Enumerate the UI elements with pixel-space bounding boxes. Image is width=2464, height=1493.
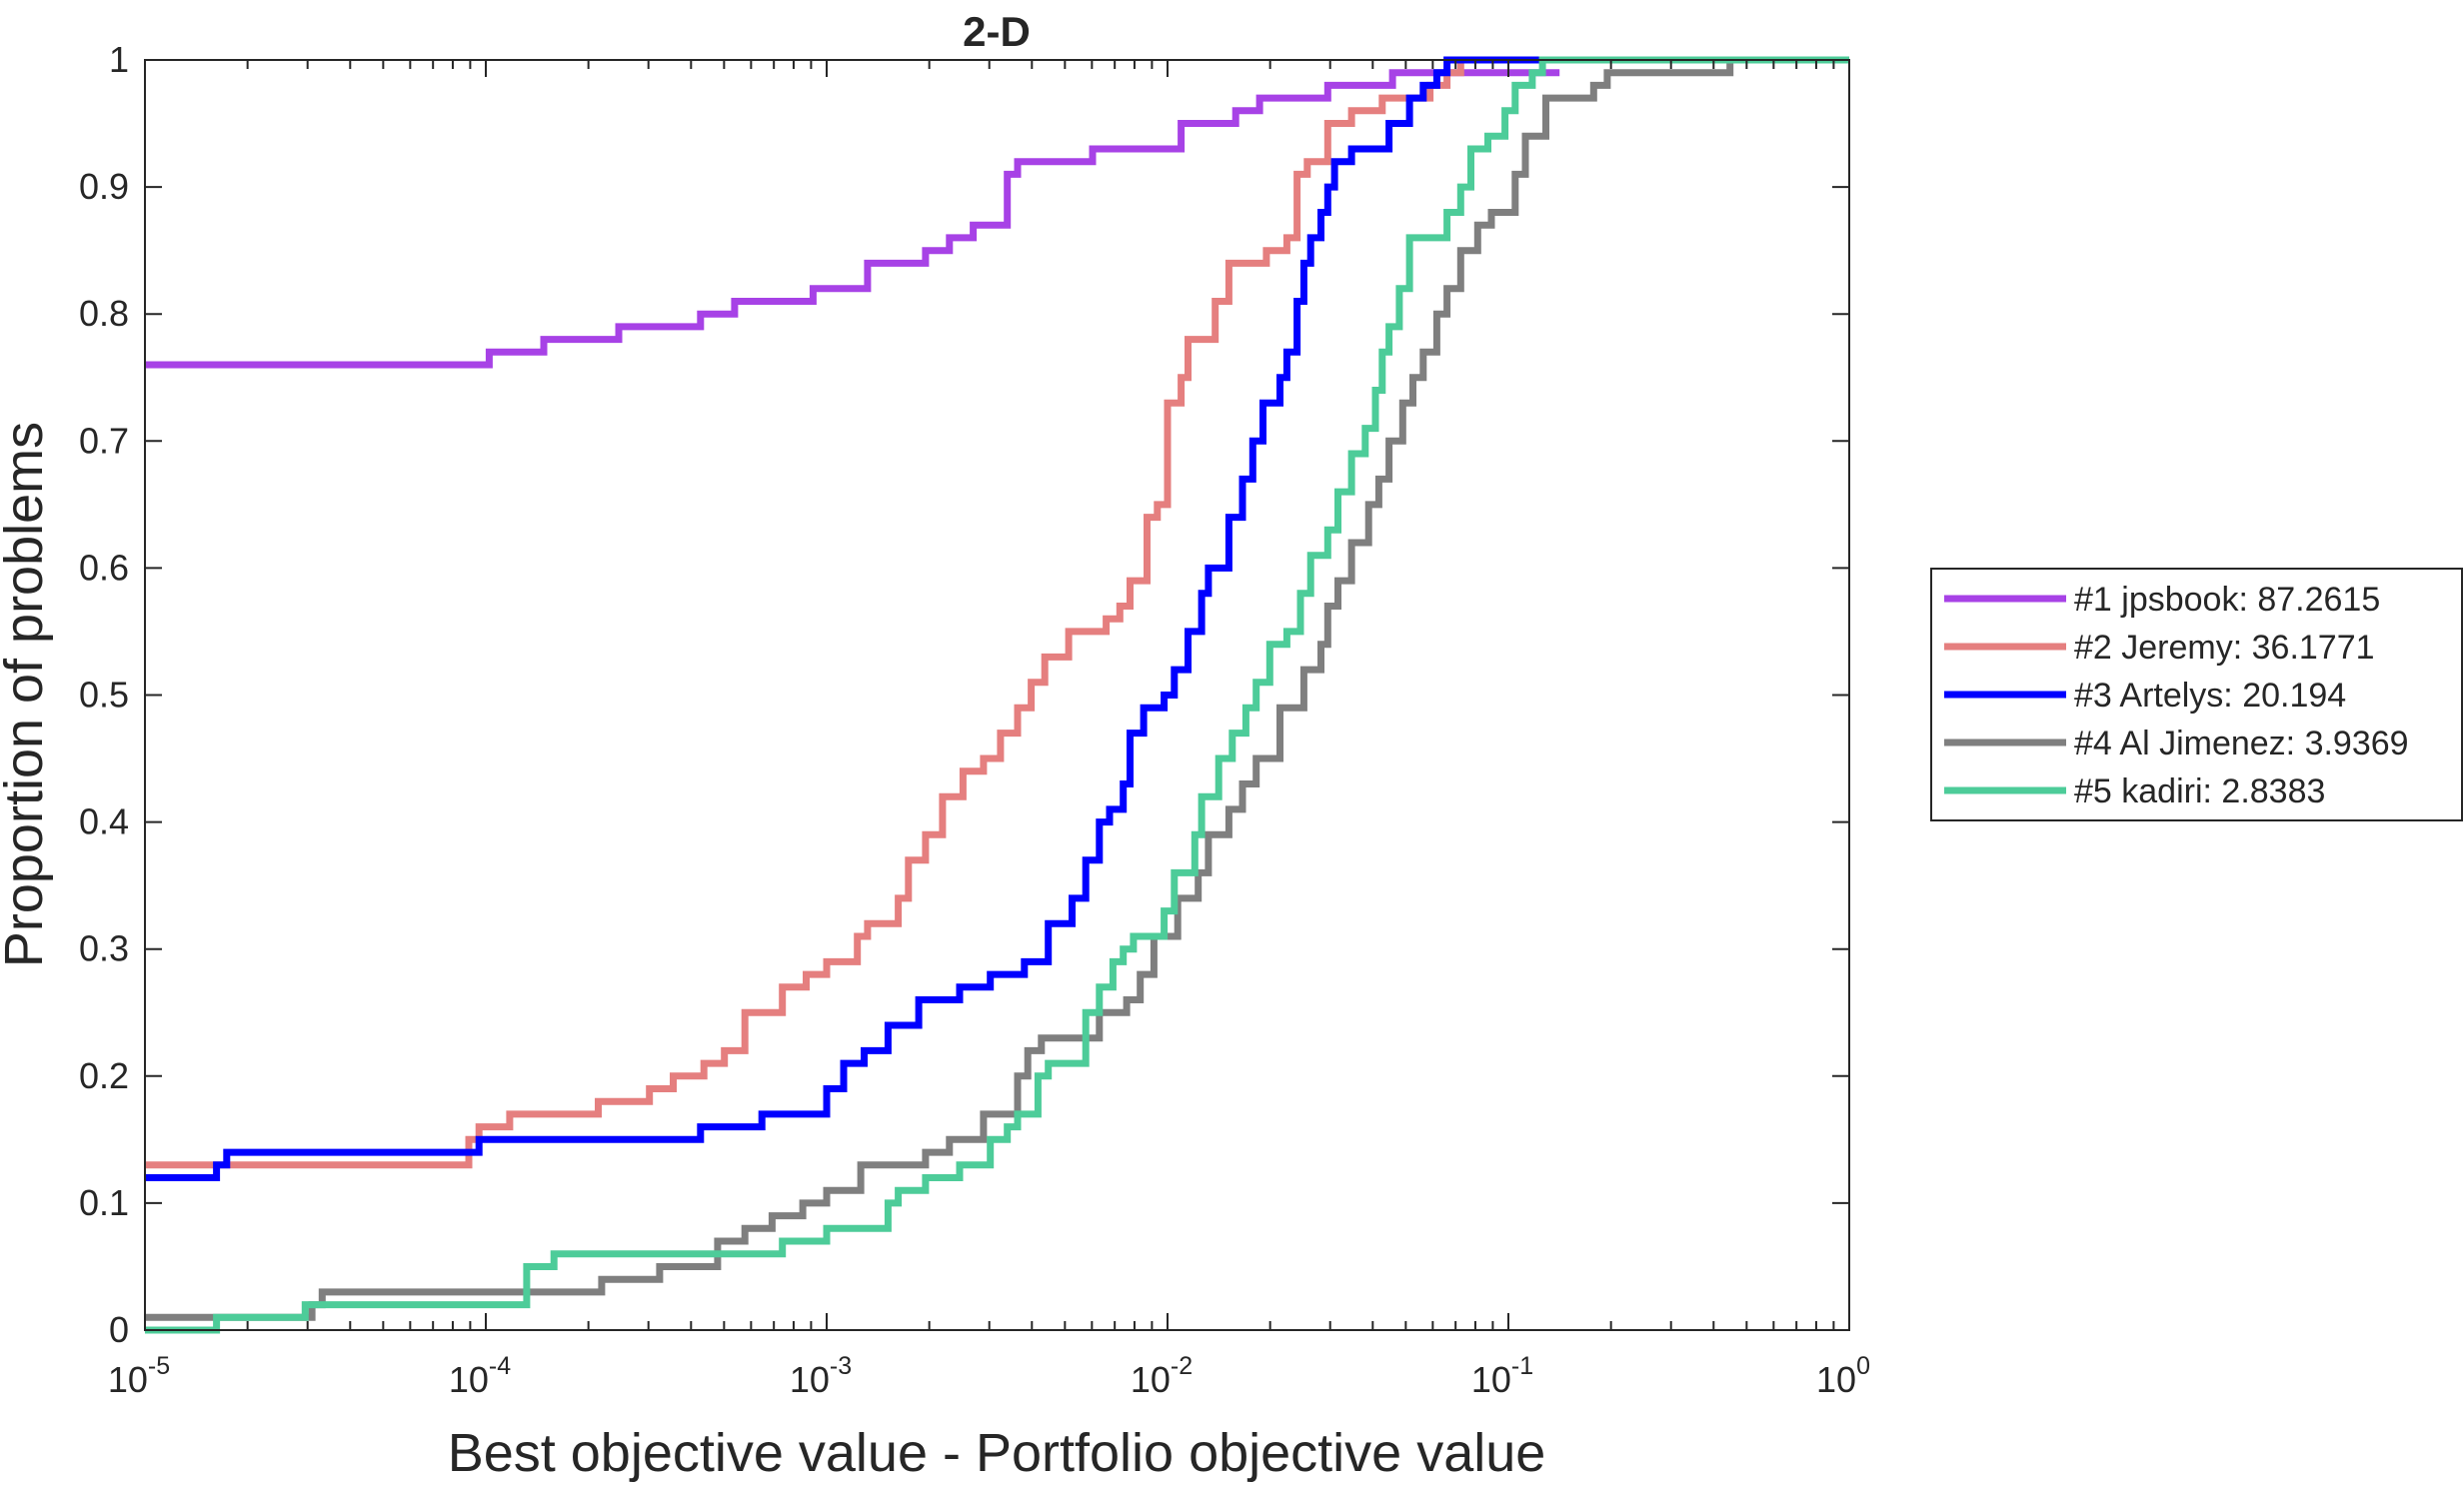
x-tick-label: 10-5 xyxy=(108,1352,170,1400)
chart-title: 2-D xyxy=(963,8,1031,55)
y-tick-label: 1 xyxy=(109,39,129,80)
legend-item-1: #1 jpsbook: 87.2615 xyxy=(1944,581,2380,619)
y-tick-label: 0.6 xyxy=(79,547,129,588)
series-line-1 xyxy=(145,69,1560,369)
series-line-2 xyxy=(145,56,1849,1169)
series-line-3 xyxy=(145,56,1849,1181)
x-tick-label: 10-1 xyxy=(1471,1352,1533,1400)
legend-label: #1 jpsbook: 87.2615 xyxy=(2074,581,2380,619)
legend-item-5: #5 kadiri: 2.8383 xyxy=(1944,772,2325,810)
series-layer xyxy=(145,56,1849,1334)
y-tick-label: 0 xyxy=(109,1309,129,1350)
ticks-layer: 10-5 10-4 10-3 10-2 10-1 100 0 0.1 0.2 0.3 0.4 0.5 0… xyxy=(79,39,1870,1400)
y-tick-label: 0.4 xyxy=(79,801,129,842)
y-tick-label: 0.3 xyxy=(79,928,129,969)
legend-label: #4 Al Jimenez: 3.9369 xyxy=(2074,725,2409,762)
legend: #1 jpsbook: 87.2615 #2 Jeremy: 36.1771 #3 … xyxy=(1930,568,2463,821)
legend-label: #2 Jeremy: 36.1771 xyxy=(2074,629,2375,667)
legend-label: #3 Artelys: 20.194 xyxy=(2074,677,2346,715)
x-tick-label: 100 xyxy=(1816,1352,1870,1400)
y-tick-label: 0.8 xyxy=(79,293,129,334)
legend-label: #5 kadiri: 2.8383 xyxy=(2074,772,2325,810)
y-tick-label: 0.5 xyxy=(79,675,129,716)
x-tick-label: 10-3 xyxy=(790,1352,852,1400)
x-tick-label: 10-2 xyxy=(1131,1352,1193,1400)
x-tick-label: 10-4 xyxy=(449,1352,511,1400)
legend-item-4: #4 Al Jimenez: 3.9369 xyxy=(1944,725,2409,762)
y-axis-label: Proportion of problems xyxy=(0,422,54,967)
x-axis-label: Best objective value - Portfolio objecti… xyxy=(448,1423,1546,1483)
legend-item-2: #2 Jeremy: 36.1771 xyxy=(1944,629,2375,667)
series-line-5 xyxy=(145,56,1849,1334)
series-line-4 xyxy=(145,56,1849,1321)
y-tick-label: 0.9 xyxy=(79,166,129,207)
y-tick-label: 0.2 xyxy=(79,1055,129,1096)
y-tick-label: 0.1 xyxy=(79,1182,129,1223)
y-tick-label: 0.7 xyxy=(79,420,129,461)
legend-item-3: #3 Artelys: 20.194 xyxy=(1944,677,2346,715)
